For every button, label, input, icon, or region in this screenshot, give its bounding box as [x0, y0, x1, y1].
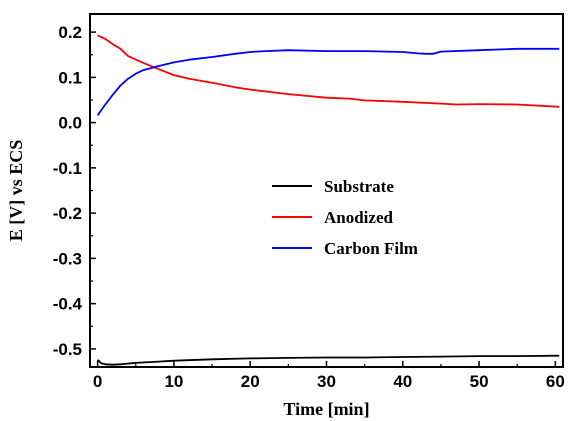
y-tick-label: -0.5 [53, 340, 82, 359]
x-tick-label: 20 [241, 372, 260, 391]
x-tick-label: 30 [317, 372, 336, 391]
y-tick-label: 0.1 [58, 68, 82, 87]
y-tick-label: -0.3 [53, 249, 82, 268]
x-tick-label: 10 [164, 372, 183, 391]
legend-label-2: Carbon Film [324, 239, 418, 258]
legend: Substrate Anodized Carbon Film [272, 177, 418, 258]
x-tick-label: 50 [470, 372, 489, 391]
y-tick-label: 0.2 [58, 23, 82, 42]
legend-label-1: Anodized [324, 208, 394, 227]
series-line-0 [96, 354, 560, 366]
series-line-2 [96, 47, 560, 116]
legend-label-0: Substrate [324, 177, 394, 196]
y-tick-label: -0.1 [53, 159, 82, 178]
y-tick-label: 0.0 [58, 114, 82, 133]
series-line-1 [97, 34, 560, 108]
x-axis: 0 10 20 30 40 50 60 [93, 361, 565, 391]
y-tick-label: -0.2 [53, 204, 82, 223]
y-axis: 0.2 0.1 0.0 -0.1 -0.2 -0.3 -0.4 -0.5 [53, 23, 96, 359]
x-tick-label: 0 [93, 372, 102, 391]
x-tick-label: 40 [393, 372, 412, 391]
y-tick-label: -0.4 [53, 295, 83, 314]
y-axis-title: E [V] vs ECS [6, 140, 26, 242]
series-layer [96, 34, 560, 366]
x-axis-title: Time [min] [283, 399, 369, 419]
x-tick-label: 60 [546, 372, 565, 391]
